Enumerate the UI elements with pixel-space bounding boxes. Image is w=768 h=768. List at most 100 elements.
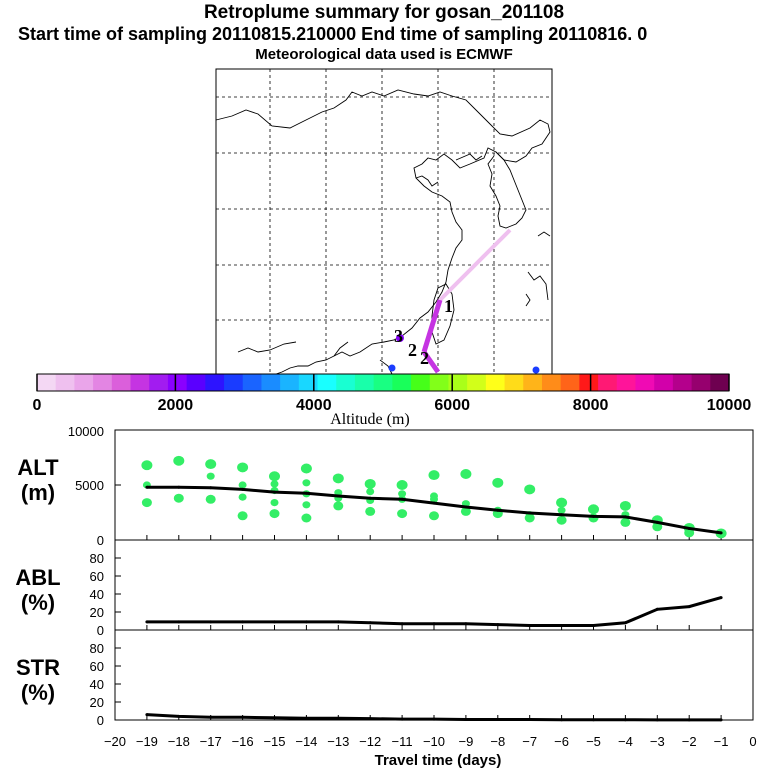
str-point xyxy=(241,715,245,719)
alt-median-point xyxy=(400,497,404,501)
met-data-line: Meteorological data used is ECMWF xyxy=(255,46,513,63)
abl-point xyxy=(209,620,213,624)
alt-median-point xyxy=(592,514,595,518)
colorbar-swatch xyxy=(429,374,449,391)
alt-median-point xyxy=(719,531,723,535)
alt-cluster-point xyxy=(524,513,535,523)
map-marker-day3: 3 xyxy=(394,326,403,346)
str-point xyxy=(496,718,500,722)
alt-median-point xyxy=(177,485,181,489)
str-y-tick-label: 60 xyxy=(90,659,104,674)
alt-cluster-point xyxy=(205,459,217,470)
map-graticule xyxy=(216,69,552,374)
colorbar-swatch xyxy=(523,374,543,391)
x-tick-label: −20 xyxy=(104,734,126,749)
map-frame xyxy=(215,68,553,375)
alt-cluster-point xyxy=(556,497,568,508)
alt-cluster-point xyxy=(652,522,663,532)
alt-median-point xyxy=(304,491,308,495)
alt-cluster-point xyxy=(365,506,376,516)
colorbar-swatch xyxy=(224,374,244,391)
str-point xyxy=(368,717,372,721)
abl-y-tick-label: 60 xyxy=(90,569,104,584)
alt-median-point xyxy=(241,487,245,491)
colorbar-swatch xyxy=(55,374,75,391)
colorbar-swatch xyxy=(149,374,169,391)
alt-cluster-point xyxy=(588,504,599,515)
alt-y-tick-label: 5000 xyxy=(75,478,104,493)
str-point xyxy=(273,716,276,720)
str-point xyxy=(655,718,659,722)
alt-cluster-point xyxy=(492,477,504,488)
colorbar-swatch xyxy=(111,374,132,391)
alt-cluster-point xyxy=(301,513,312,523)
timeseries-panels: ALT(m)1000050000ABL(%)806040200STR(%)806… xyxy=(15,424,756,768)
x-tick-label: −15 xyxy=(263,734,285,749)
x-tick-label: −9 xyxy=(458,734,473,749)
alt-median-point xyxy=(368,496,372,500)
colorbar-swatch xyxy=(317,374,337,391)
alt-cluster-point xyxy=(366,488,375,496)
alt-cluster-point xyxy=(556,515,567,525)
colorbar-swatch xyxy=(373,374,393,391)
x-tick-label: −11 xyxy=(392,734,413,749)
colorbar-swatch xyxy=(280,374,300,391)
alt-panel-unit: (m) xyxy=(21,480,55,505)
str-y-tick-label: 20 xyxy=(90,695,104,710)
str-frame xyxy=(114,629,754,721)
alt-cluster-point xyxy=(270,480,279,488)
alt-median-point xyxy=(528,511,532,515)
alt-cluster-point xyxy=(396,480,408,490)
alt-panel: ALT(m) 10000 5000 0 xyxy=(17,424,754,548)
alt-median-point xyxy=(336,494,340,498)
abl-y-tick-label: 40 xyxy=(90,587,104,602)
alt-cluster-point xyxy=(237,462,249,473)
abl-point xyxy=(432,622,436,626)
x-tick-label: −17 xyxy=(200,734,222,749)
colorbar-swatch xyxy=(186,374,206,391)
str-point xyxy=(304,716,308,720)
colorbar-axis-label: Altitude (m) xyxy=(330,411,410,428)
x-tick-label: −7 xyxy=(522,734,537,749)
alt-cluster-point xyxy=(429,511,439,521)
alt-cluster-point xyxy=(269,509,280,519)
x-tick-label: −14 xyxy=(295,734,317,749)
colorbar-swatch xyxy=(616,374,636,391)
alt-cluster-point xyxy=(237,511,248,521)
altitude-colorbar: 0 2000 4000 6000 8000 10000 Altitude (m) xyxy=(33,373,751,428)
colorbar-swatch xyxy=(74,374,94,391)
alt-cluster-point xyxy=(302,479,311,487)
alt-median-point xyxy=(464,505,468,509)
str-point xyxy=(400,717,404,721)
colorbar-swatch xyxy=(485,374,506,391)
str-point xyxy=(209,715,213,719)
x-tick-label: −2 xyxy=(682,734,697,749)
abl-point xyxy=(719,596,723,600)
abl-point xyxy=(400,622,404,626)
x-tick-label: −10 xyxy=(423,734,445,749)
abl-point xyxy=(368,621,372,625)
str-point xyxy=(623,718,627,722)
colorbar-swatch xyxy=(467,374,487,391)
plume-trail-light xyxy=(438,228,512,302)
str-point xyxy=(145,713,149,717)
alt-cluster-point xyxy=(397,509,408,519)
str-point xyxy=(464,718,468,722)
x-tick-label: −12 xyxy=(359,734,381,749)
plume-trail-end xyxy=(421,350,441,374)
colorbar-swatch xyxy=(93,374,113,391)
colorbar-swatch xyxy=(672,374,693,391)
alt-y-tick-label: 0 xyxy=(97,533,104,548)
map-day-markers: 1 2 2 3 xyxy=(394,296,453,368)
colorbar-tick-label: 4000 xyxy=(296,397,332,414)
str-point xyxy=(687,718,691,722)
alt-cluster-point xyxy=(557,506,566,514)
colorbar-swatch xyxy=(504,374,524,391)
x-tick-label: −8 xyxy=(490,734,505,749)
alt-cluster-point xyxy=(428,470,440,481)
alt-median-point xyxy=(145,485,149,489)
abl-point xyxy=(241,620,245,624)
abl-point xyxy=(528,624,532,627)
alt-cluster-point xyxy=(684,528,695,538)
colorbar-swatch xyxy=(167,374,188,391)
